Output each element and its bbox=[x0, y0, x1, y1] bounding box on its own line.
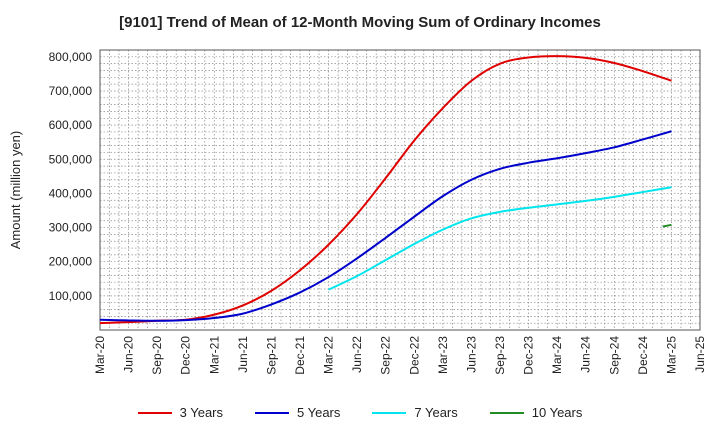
legend: 3 Years 5 Years 7 Years 10 Years bbox=[0, 405, 720, 420]
chart-title: [9101] Trend of Mean of 12-Month Moving … bbox=[119, 14, 601, 31]
legend-item-10-years: 10 Years bbox=[489, 405, 583, 420]
legend-label: 5 Years bbox=[297, 405, 341, 420]
x-tick-label: Mar-24 bbox=[550, 336, 564, 374]
legend-swatch-5-years bbox=[255, 411, 289, 414]
x-tick-label: Mar-25 bbox=[664, 336, 678, 374]
legend-item-3-years: 3 Years bbox=[137, 405, 223, 420]
y-tick-label: 300,000 bbox=[49, 221, 93, 235]
x-tick-label: Sep-21 bbox=[264, 336, 278, 375]
x-tick-label: Mar-23 bbox=[436, 336, 450, 374]
legend-label: 7 Years bbox=[414, 405, 458, 420]
x-tick-label: Jun-21 bbox=[236, 336, 250, 373]
y-tick-label: 700,000 bbox=[49, 84, 93, 98]
legend-swatch-10-years bbox=[489, 411, 524, 414]
x-tick-label: Dec-23 bbox=[522, 336, 536, 375]
y-tick-label: 600,000 bbox=[49, 118, 93, 132]
x-tick-label: Jun-22 bbox=[350, 336, 364, 373]
y-tick-label: 400,000 bbox=[49, 186, 93, 200]
series-line-10-years bbox=[662, 223, 672, 228]
x-tick-label: Dec-21 bbox=[293, 336, 307, 375]
series-line-7-years bbox=[328, 186, 672, 291]
x-tick-label: Sep-24 bbox=[607, 336, 621, 375]
y-tick-label: 100,000 bbox=[49, 289, 93, 303]
legend-label: 10 Years bbox=[531, 405, 583, 420]
x-tick-label: Mar-22 bbox=[322, 336, 336, 374]
y-tick-label: 200,000 bbox=[49, 255, 93, 269]
legend-item-7-years: 7 Years bbox=[372, 405, 458, 420]
legend-item-5-years: 5 Years bbox=[255, 405, 340, 420]
series-line-5-years bbox=[99, 130, 672, 322]
x-tick-label: Jun-24 bbox=[579, 336, 593, 373]
x-tick-label: Sep-20 bbox=[150, 336, 164, 375]
x-tick-label: Jun-23 bbox=[464, 336, 478, 373]
plot-area-frame bbox=[99, 49, 701, 331]
x-tick-label: Jun-20 bbox=[122, 336, 136, 373]
x-tick-label: Mar-21 bbox=[207, 336, 221, 374]
legend-label: 3 Years bbox=[179, 405, 223, 420]
x-tick-label: Sep-22 bbox=[379, 336, 393, 375]
legend-swatch-7-years bbox=[372, 411, 407, 414]
x-tick-label: Dec-24 bbox=[636, 336, 650, 375]
x-tick-label: Jun-25 bbox=[693, 336, 707, 373]
y-axis-label: Amount (million yen) bbox=[8, 131, 23, 250]
x-tick-label: Dec-20 bbox=[179, 336, 193, 375]
x-tick-label: Sep-23 bbox=[493, 336, 507, 375]
x-tick-label: Mar-20 bbox=[93, 336, 107, 374]
legend-swatch-3-years bbox=[137, 411, 172, 414]
x-tick-label: Dec-22 bbox=[407, 336, 421, 375]
y-tick-label: 500,000 bbox=[49, 152, 93, 166]
y-tick-label: 800,000 bbox=[49, 50, 93, 64]
